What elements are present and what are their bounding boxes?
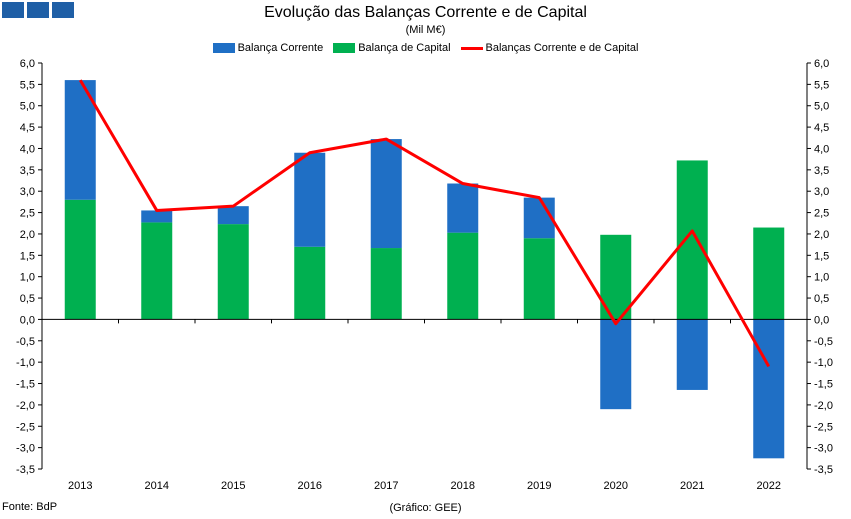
y-tick-label-right: 4,0	[814, 143, 829, 155]
chart-subtitle: (Mil M€)	[405, 24, 446, 36]
y-tick-label-right: -1,0	[814, 357, 833, 369]
y-tick-label-right: 4,5	[814, 122, 829, 134]
bar-capital	[523, 238, 555, 320]
y-tick-label-right: 2,0	[814, 229, 829, 241]
x-tick-label: 2018	[451, 480, 475, 492]
bar-current	[523, 197, 555, 239]
bar-capital	[141, 222, 173, 320]
chart-title: Evolução das Balanças Corrente e de Capi…	[264, 4, 587, 21]
y-tick-label-right: 0,5	[814, 293, 829, 305]
y-tick-label-left: 3,5	[20, 165, 35, 177]
y-tick-label-left: 4,5	[20, 122, 35, 134]
legend-label-capital: Balança de Capital	[358, 42, 451, 54]
x-tick-label: 2016	[298, 480, 322, 492]
y-tick-label-right: 1,0	[814, 272, 829, 284]
y-tick-label-right: 6,0	[814, 58, 829, 70]
y-tick-label-right: -3,5	[814, 464, 833, 476]
x-tick-label: 2019	[527, 480, 551, 492]
y-tick-label-right: -2,0	[814, 400, 833, 412]
y-tick-label-left: -1,0	[16, 357, 35, 369]
y-tick-label-left: 0,5	[20, 293, 35, 305]
y-tick-label-left: -3,5	[16, 464, 35, 476]
bar-capital	[294, 246, 326, 320]
y-tick-label-right: -1,5	[814, 379, 833, 391]
y-tick-label-left: 1,0	[20, 272, 35, 284]
y-tick-label-left: -0,5	[16, 336, 35, 348]
bar-current	[447, 183, 479, 233]
bar-capital	[217, 224, 249, 320]
y-tick-label-left: 6,0	[20, 58, 35, 70]
bar-current	[600, 319, 632, 410]
legend-swatch-current	[212, 43, 235, 53]
y-tick-label-left: 3,0	[20, 186, 35, 198]
y-tick-label-right: 1,5	[814, 250, 829, 262]
credit-note: (Gráfico: GEE)	[389, 502, 462, 514]
legend-label-combined: Balanças Corrente e de Capital	[485, 42, 639, 54]
y-tick-label-right: -0,5	[814, 336, 833, 348]
y-tick-label-right: 0,0	[814, 314, 829, 326]
y-tick-label-right: 3,5	[814, 165, 829, 177]
legend-label-current: Balança Corrente	[237, 42, 324, 54]
bar-capital	[370, 248, 402, 320]
y-tick-label-left: 5,5	[20, 79, 35, 91]
y-tick-label-left: 0,0	[20, 314, 35, 326]
x-tick-label: 2020	[604, 480, 628, 492]
bar-current	[753, 319, 785, 459]
x-tick-label: 2021	[680, 480, 704, 492]
legend-item-capital: Balança de Capital	[333, 42, 451, 54]
y-tick-label-right: 5,0	[814, 101, 829, 113]
y-tick-label-left: 4,0	[20, 143, 35, 155]
legend-item-combined: Balanças Corrente e de Capital	[460, 42, 639, 54]
x-tick-label: 2017	[374, 480, 398, 492]
bar-capital	[64, 199, 96, 320]
y-tick-label-left: 1,5	[20, 250, 35, 262]
logo-block	[52, 2, 74, 18]
line-combined	[78, 79, 771, 368]
x-tick-label: 2014	[145, 480, 169, 492]
y-tick-label-left: -1,5	[16, 379, 35, 391]
y-tick-label-right: 3,0	[814, 186, 829, 198]
x-tick-label: 2013	[68, 480, 92, 492]
legend-item-current: Balança Corrente	[212, 42, 324, 54]
y-tick-label-left: 2,0	[20, 229, 35, 241]
logo-block	[27, 2, 49, 18]
source-note: Fonte: BdP	[2, 501, 58, 513]
y-tick-label-left: -2,5	[16, 421, 35, 433]
x-tick-label: 2022	[757, 480, 781, 492]
y-tick-label-right: 5,5	[814, 79, 829, 91]
y-tick-label-right: 2,5	[814, 208, 829, 220]
x-tick-label: 2015	[221, 480, 245, 492]
legend-swatch-capital	[333, 43, 356, 53]
bar-capital	[676, 160, 708, 320]
y-tick-label-right: -2,5	[814, 421, 833, 433]
y-tick-label-left: 2,5	[20, 208, 35, 220]
bar-current	[676, 319, 708, 390]
logo-block	[2, 2, 24, 18]
y-tick-label-left: -3,0	[16, 443, 35, 455]
bar-capital	[753, 227, 785, 320]
bar-current	[141, 210, 173, 223]
y-tick-label-right: -3,0	[814, 443, 833, 455]
bar-current	[370, 139, 402, 249]
legend-swatch-combined	[460, 46, 483, 50]
bar-current	[294, 152, 326, 247]
y-tick-label-left: 5,0	[20, 101, 35, 113]
bar-capital	[447, 232, 479, 320]
y-tick-label-left: -2,0	[16, 400, 35, 412]
bar-current	[217, 206, 249, 225]
gee-logo	[2, 2, 74, 18]
chart-legend: Balança Corrente Balança de Capital Bala…	[0, 42, 851, 54]
